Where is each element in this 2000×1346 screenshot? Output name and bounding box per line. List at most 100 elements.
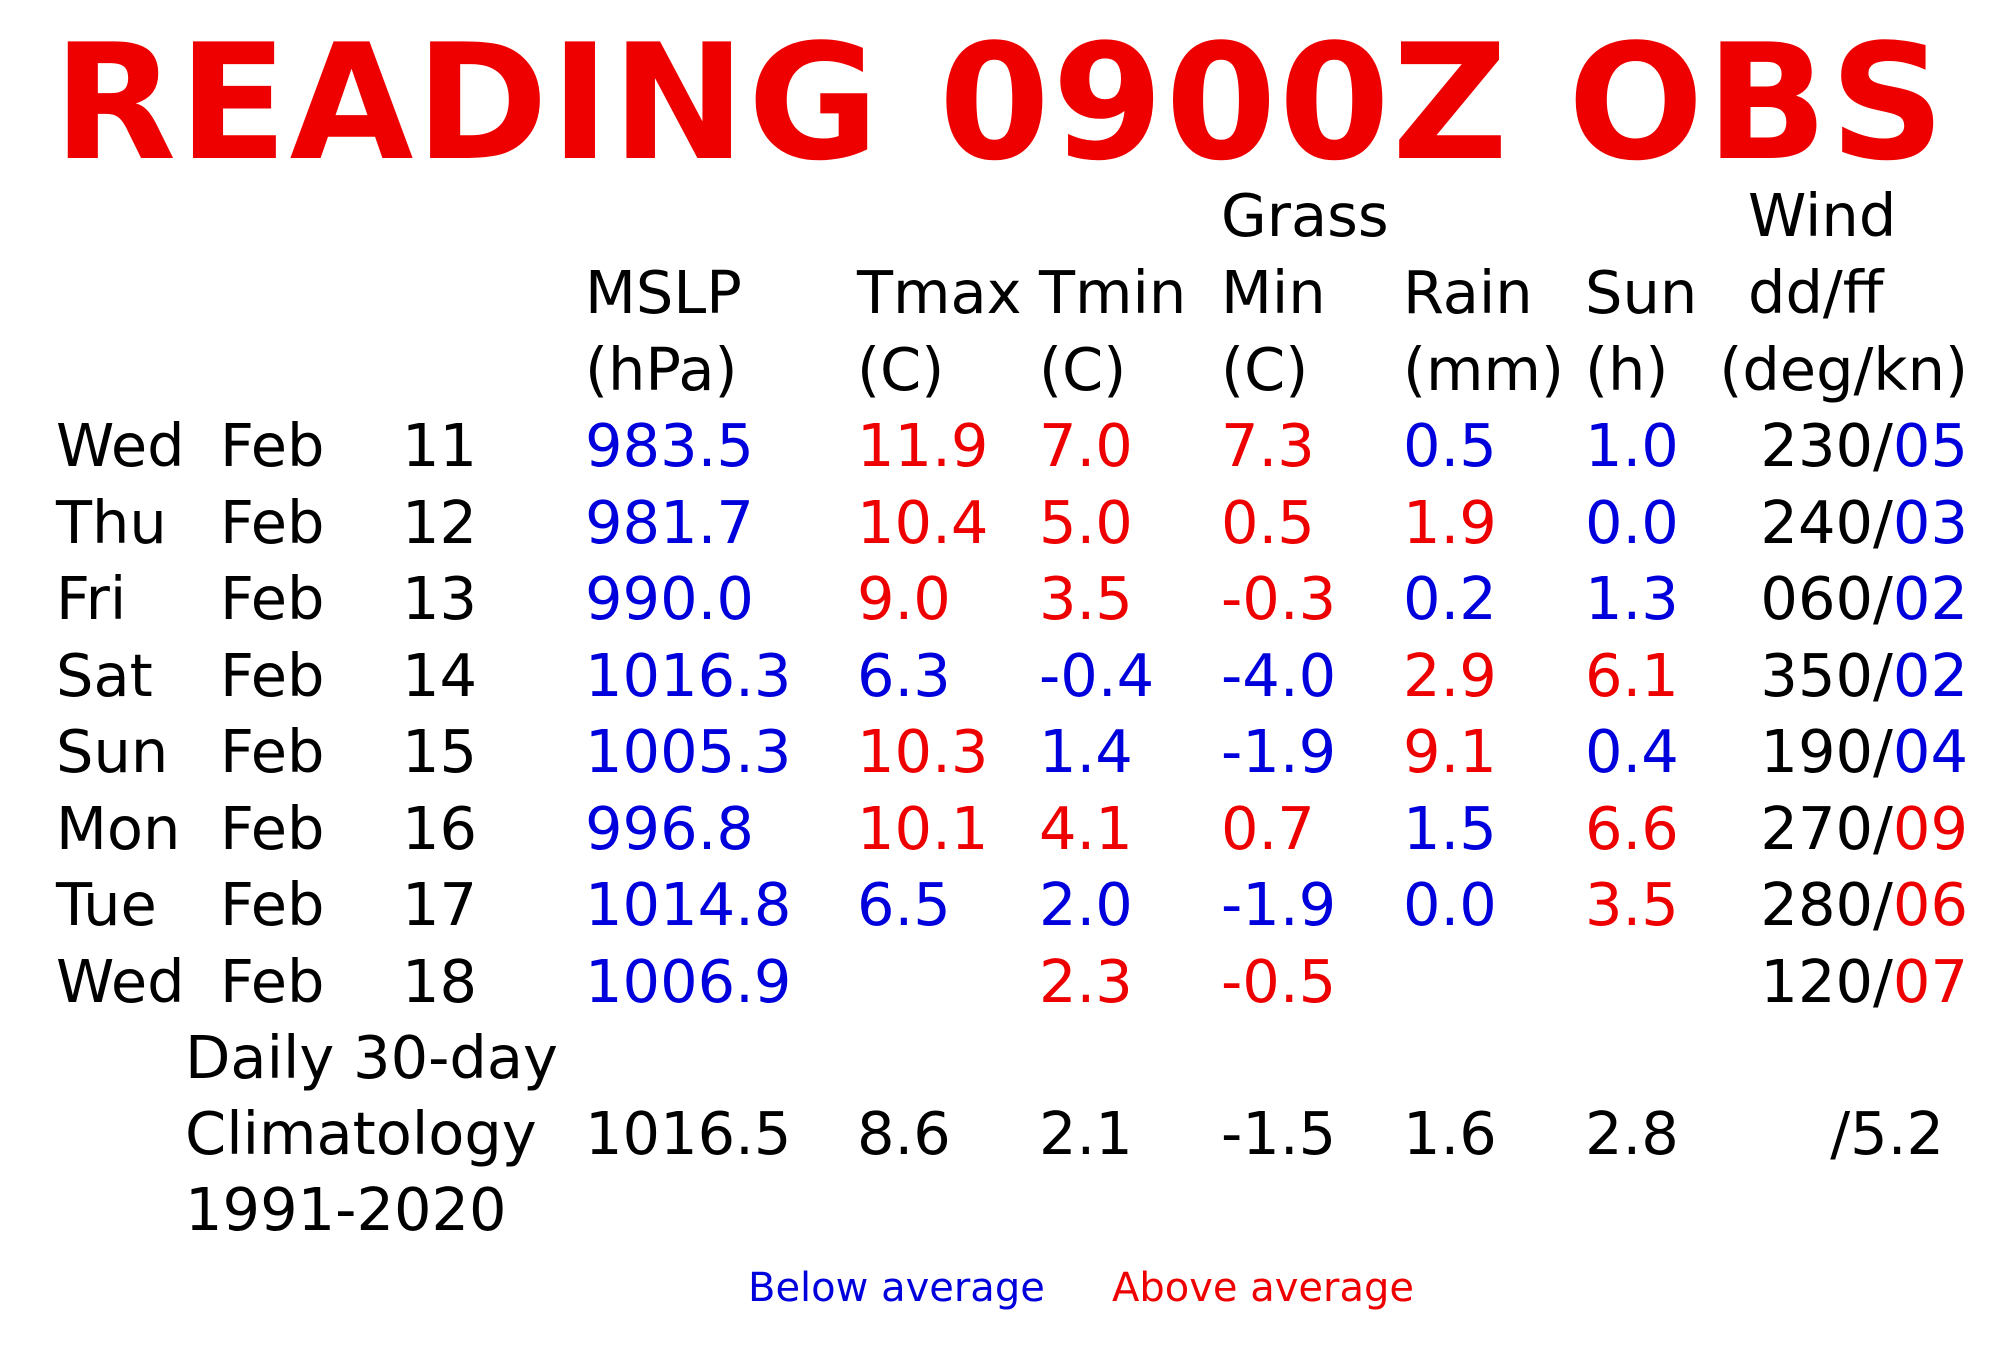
value-wind-speed: 02	[1892, 640, 1968, 710]
value-tmin: 7.0	[1039, 411, 1133, 480]
value-mslp: 996.8	[585, 793, 754, 863]
climatology-grass: -1.5	[1221, 1099, 1337, 1168]
row-day: Wed	[56, 411, 185, 480]
row-date: 13	[402, 564, 478, 633]
row-month: Feb	[220, 870, 325, 939]
value-wind-speed: 09	[1892, 793, 1968, 863]
row-date: 16	[402, 793, 478, 863]
value-grass: 0.7	[1221, 793, 1315, 863]
value-tmax: 6.3	[857, 640, 951, 710]
row-day: Sun	[56, 717, 169, 786]
legend-below-average: Below average	[748, 1265, 1045, 1311]
value-grass: -0.5	[1221, 946, 1337, 1016]
climatology-rain: 1.6	[1403, 1099, 1497, 1168]
value-wind-direction: 060/	[1760, 564, 1893, 633]
value-mslp: 981.7	[585, 487, 754, 557]
row-month: Feb	[220, 487, 325, 557]
value-wind-speed: 06	[1892, 870, 1968, 939]
value-tmin: 4.1	[1039, 793, 1133, 863]
row-date: 17	[402, 870, 478, 939]
page-title: READING 0900Z OBS	[53, 9, 1947, 196]
row-month: Feb	[220, 411, 325, 480]
value-grass: -1.9	[1221, 870, 1337, 939]
row-day: Fri	[56, 564, 127, 633]
row-date: 18	[402, 946, 478, 1016]
row-month: Feb	[220, 946, 325, 1016]
value-mslp: 1016.3	[585, 640, 792, 710]
value-rain: 1.5	[1403, 793, 1497, 863]
value-wind-direction: 120/	[1760, 946, 1893, 1016]
column-header-wind: (deg/kn)	[1719, 335, 1968, 404]
value-tmax: 10.4	[857, 487, 989, 557]
row-date: 11	[402, 411, 478, 480]
value-tmax: 6.5	[857, 870, 951, 939]
value-tmin: 2.3	[1039, 946, 1133, 1016]
value-wind-speed: 05	[1892, 411, 1968, 480]
column-header-tmin: Tmin	[1039, 258, 1187, 327]
column-header-tmax: Tmax	[857, 258, 1022, 327]
value-rain: 2.9	[1403, 640, 1497, 710]
row-day: Tue	[56, 870, 157, 939]
value-rain: 0.5	[1403, 411, 1497, 480]
column-header-wind: dd/ff	[1748, 258, 1884, 327]
value-wind-direction: 350/	[1760, 640, 1893, 710]
value-mslp: 1006.9	[585, 946, 792, 1016]
value-wind-direction: 240/	[1760, 487, 1893, 557]
row-date: 12	[402, 487, 478, 557]
value-tmax: 10.3	[857, 717, 989, 786]
value-tmin: 1.4	[1039, 717, 1133, 786]
value-grass: -1.9	[1221, 717, 1337, 786]
row-date: 14	[402, 640, 478, 710]
column-header-mslp: MSLP	[585, 258, 742, 327]
value-grass: 0.5	[1221, 487, 1315, 557]
value-tmin: 2.0	[1039, 870, 1133, 939]
column-header-sun: Sun	[1585, 258, 1698, 327]
value-mslp: 983.5	[585, 411, 754, 480]
climatology-tmin: 2.1	[1039, 1099, 1133, 1168]
value-wind-speed: 03	[1892, 487, 1968, 557]
value-mslp: 1005.3	[585, 717, 792, 786]
value-wind-direction: 270/	[1760, 793, 1893, 863]
climatology-sun: 2.8	[1585, 1099, 1679, 1168]
value-sun: 6.6	[1585, 793, 1679, 863]
column-header-grass: (C)	[1221, 335, 1309, 404]
value-wind-speed: 02	[1892, 564, 1968, 633]
value-tmax: 10.1	[857, 793, 989, 863]
value-grass: -4.0	[1221, 640, 1337, 710]
climatology-label: Daily 30-day	[185, 1023, 558, 1092]
value-grass: -0.3	[1221, 564, 1337, 633]
value-rain: 0.0	[1403, 870, 1497, 939]
value-sun: 6.1	[1585, 640, 1679, 710]
row-month: Feb	[220, 564, 325, 633]
value-tmin: 3.5	[1039, 564, 1133, 633]
column-header-rain: (mm)	[1403, 335, 1564, 404]
row-month: Feb	[220, 793, 325, 863]
value-rain: 9.1	[1403, 717, 1497, 786]
value-tmax: 11.9	[857, 411, 989, 480]
value-tmin: -0.4	[1039, 640, 1155, 710]
value-rain: 1.9	[1403, 487, 1497, 557]
row-day: Sat	[56, 640, 153, 710]
row-day: Mon	[56, 793, 181, 863]
column-header-sun: (h)	[1585, 335, 1669, 404]
value-rain: 0.2	[1403, 564, 1497, 633]
legend-above-average: Above average	[1112, 1265, 1414, 1311]
climatology-wind: /5.2	[1830, 1099, 1944, 1168]
column-header-tmin: (C)	[1039, 335, 1127, 404]
value-grass: 7.3	[1221, 411, 1315, 480]
climatology-label: Climatology	[185, 1099, 537, 1168]
column-header-grass: Min	[1221, 258, 1326, 327]
row-month: Feb	[220, 640, 325, 710]
value-wind-direction: 280/	[1760, 870, 1893, 939]
row-day: Thu	[56, 487, 167, 557]
climatology-label: 1991-2020	[185, 1175, 507, 1244]
value-sun: 1.0	[1585, 411, 1679, 480]
row-month: Feb	[220, 717, 325, 786]
climatology-tmax: 8.6	[857, 1099, 951, 1168]
value-wind-speed: 04	[1892, 717, 1968, 786]
value-wind-direction: 190/	[1760, 717, 1893, 786]
row-day: Wed	[56, 946, 185, 1016]
row-date: 15	[402, 717, 478, 786]
value-wind-speed: 07	[1892, 946, 1968, 1016]
column-header-grass: Grass	[1221, 181, 1389, 250]
